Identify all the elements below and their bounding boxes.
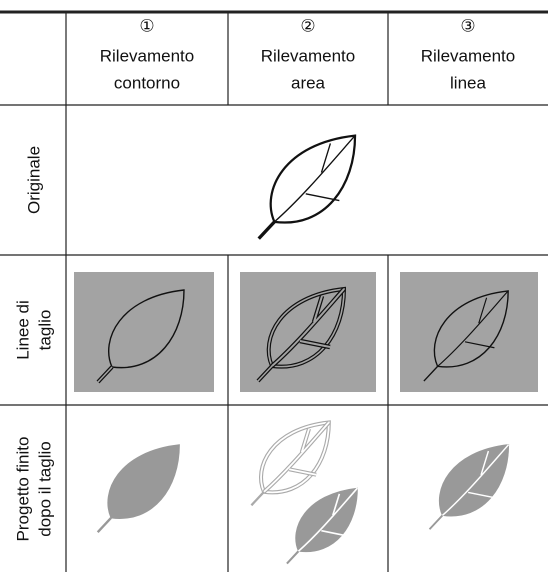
mat [74, 272, 214, 392]
mat [400, 272, 538, 392]
row-label: dopo il taglio [35, 441, 54, 536]
leaf-original [257, 134, 357, 241]
leaf-finished-line [428, 443, 510, 531]
row-label: Linee di [13, 300, 32, 360]
column-number: ② [300, 16, 315, 35]
column-title: Rilevamento [100, 46, 195, 65]
leaf-finished-contour [96, 444, 180, 534]
row-label: taglio [35, 310, 54, 351]
column-title: Rilevamento [261, 46, 356, 65]
column-title: Rilevamento [421, 46, 516, 65]
column-title: area [291, 73, 326, 92]
column-number: ① [139, 16, 154, 35]
column-title: linea [450, 73, 486, 92]
leaf-finished-area-outline [250, 423, 328, 507]
row-label: Originale [24, 146, 43, 214]
leaf-finished-area-fill [285, 487, 359, 565]
row-label: Progetto finito [13, 437, 32, 542]
column-number: ③ [460, 16, 475, 35]
column-title: contorno [114, 73, 180, 92]
